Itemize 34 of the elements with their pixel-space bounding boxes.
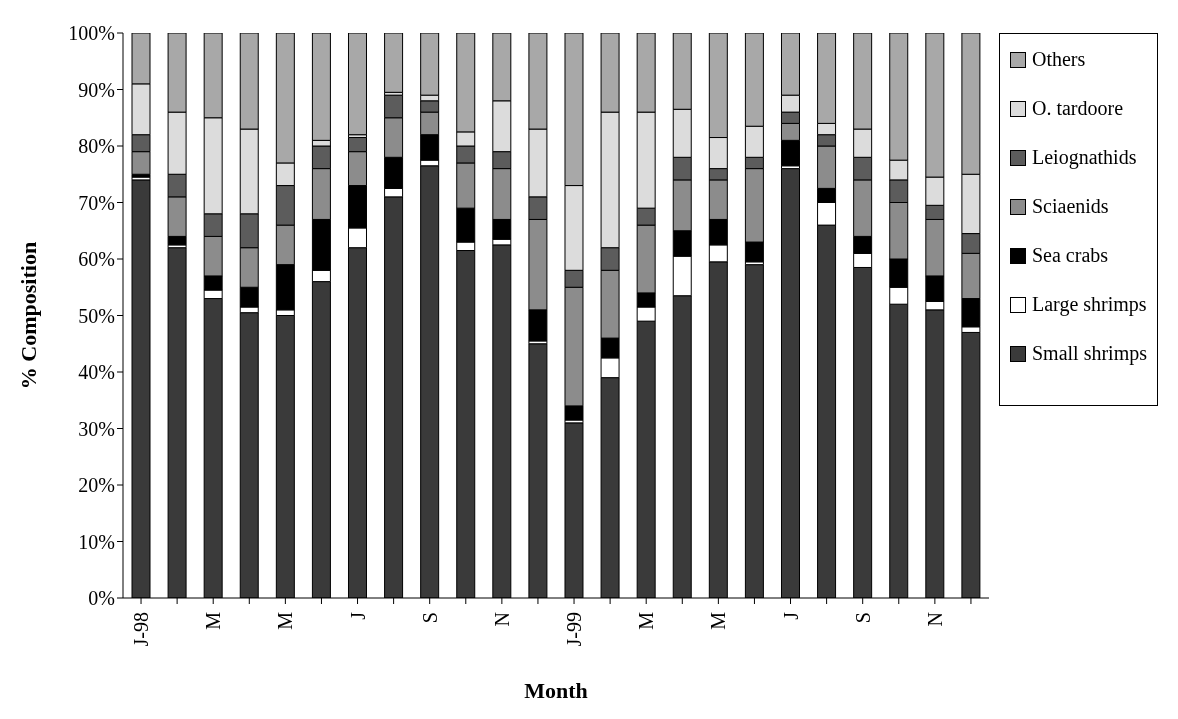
y-tick-label: 80% — [78, 135, 115, 158]
x-tick-label: J — [779, 611, 802, 620]
bar — [348, 33, 367, 136]
y-tick-label: 70% — [78, 191, 115, 214]
x-tick-label: M — [202, 611, 225, 630]
legend-label: Leiognathids — [1031, 146, 1137, 169]
x-tick-label: M — [635, 611, 658, 630]
y-tick-label: 40% — [78, 361, 115, 384]
legend-label: Small shrimps — [1031, 342, 1147, 365]
y-tick-label: 30% — [78, 417, 115, 440]
x-tick-label: N — [923, 612, 946, 627]
legend-label: Sea crabs — [1031, 244, 1109, 267]
legend-label: Others — [1031, 48, 1086, 71]
x-axis-title: Month — [524, 678, 588, 703]
bar — [384, 33, 404, 93]
x-tick-label: J-98 — [130, 612, 153, 647]
legend-label: Sciaenids — [1031, 195, 1109, 218]
x-tick-label: J-99 — [563, 612, 586, 647]
x-tick-label: M — [707, 611, 730, 630]
y-tick-label: 0% — [88, 587, 115, 610]
x-tick-label: M — [274, 611, 297, 630]
y-tick-label: 100% — [68, 22, 115, 45]
x-tick-label: J — [346, 611, 369, 620]
y-tick-label: 10% — [78, 530, 115, 553]
y-tick-label: 60% — [78, 248, 115, 271]
y-tick-label: 50% — [78, 304, 115, 327]
y-tick-label: 20% — [78, 474, 115, 497]
legend-label: O. tardoore — [1031, 97, 1124, 120]
legend-label: Large shrimps — [1031, 293, 1147, 316]
x-tick-label: S — [851, 612, 874, 624]
y-tick-label: 90% — [78, 78, 115, 101]
x-tick-label: S — [418, 612, 441, 624]
x-tick-label: N — [490, 612, 513, 627]
y-axis-title: % Composition — [15, 241, 41, 390]
